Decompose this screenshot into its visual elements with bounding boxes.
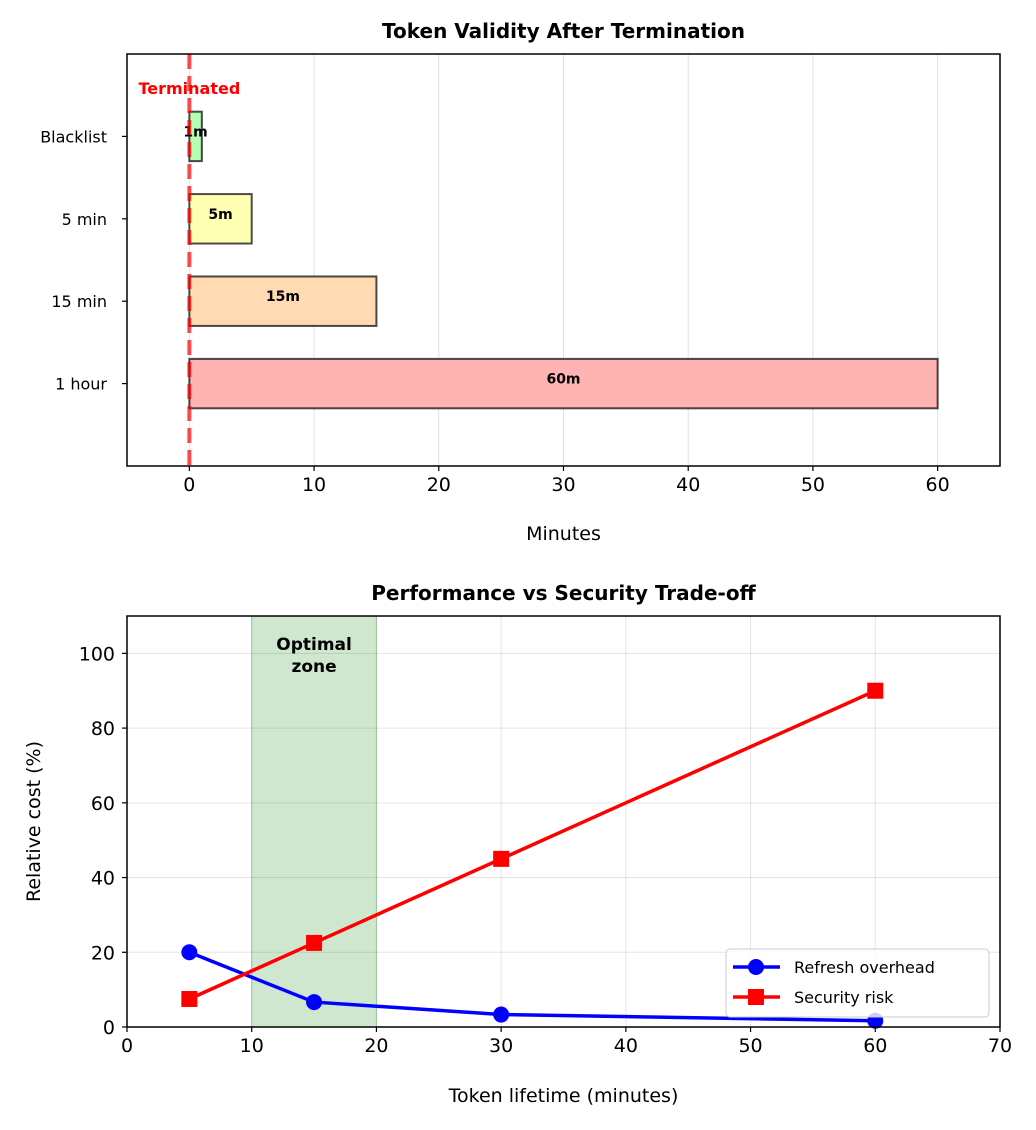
y-tick-label: 5 min [62,210,107,229]
bar [188,193,253,245]
data-point [306,934,323,951]
bar [188,357,939,410]
legend-frame [725,948,990,1018]
x-tick-label: 30 [489,1035,513,1057]
data-point [181,990,198,1007]
bar-label: 1m [183,124,207,140]
bar [188,275,378,327]
optimal-zone [251,615,377,1028]
y-tick-label: 100 [79,643,115,665]
y-tick-label: Blacklist [40,127,107,146]
legend-label: Refresh overhead [794,958,935,977]
x-tick-label: 40 [614,1035,638,1057]
bar-label: 15m [266,289,300,305]
legend-marker-square [748,989,764,1005]
x-axis-label: Minutes [526,523,601,545]
optimal-zone-label: Optimal [276,635,352,655]
x-tick-label: 20 [364,1035,388,1057]
data-point [181,944,198,961]
optimal-zone-label: zone [291,657,336,677]
data-point [493,850,510,867]
axes-frame [126,53,1001,467]
x-tick-label: 60 [863,1035,887,1057]
legend-label: Security risk [794,988,894,1007]
x-tick-label: 50 [801,474,825,496]
x-tick-label: 10 [302,474,326,496]
y-tick-label: 60 [91,793,115,815]
x-tick-label: 60 [926,474,950,496]
bar-label: 5m [208,207,232,223]
x-tick-label: 70 [988,1035,1012,1057]
chart-title: Token Validity After Termination [382,19,745,43]
terminated-annotation: Terminated [138,79,240,98]
y-tick-label: 80 [91,718,115,740]
bar [188,110,203,163]
x-tick-label: 30 [551,474,575,496]
x-tick-label: 0 [183,474,195,496]
y-tick-label: 1 hour [55,375,107,394]
y-tick-label: 15 min [51,292,107,311]
y-axis-label: Relative cost (%) [23,741,45,902]
y-tick-label: 40 [91,868,115,890]
data-point [867,682,884,699]
chart-top: 0 10 20 30 40 50 60 60m 1 hour 15m 15 min 5m 5 min 1m… [40,19,1001,545]
chart-title: Performance vs Security Trade-off [371,581,756,605]
x-tick-label: 50 [738,1035,762,1057]
legend-marker-circle [748,959,764,975]
x-axis-label: Token lifetime (minutes) [448,1085,679,1107]
axes-frame [126,615,1001,1028]
data-point [306,994,323,1011]
x-tick-label: 20 [427,474,451,496]
y-tick-label: 20 [91,942,115,964]
x-tick-label: 40 [676,474,700,496]
bar-label: 60m [546,372,580,388]
data-point [493,1006,510,1023]
x-tick-label: 10 [240,1035,264,1057]
legend: Refresh overhead Security risk [725,948,990,1018]
y-tick-label: 0 [103,1017,115,1039]
series-line-security-risk [188,689,877,1001]
x-tick-label: 0 [121,1035,133,1057]
series-line-refresh-overhead [188,950,876,1023]
